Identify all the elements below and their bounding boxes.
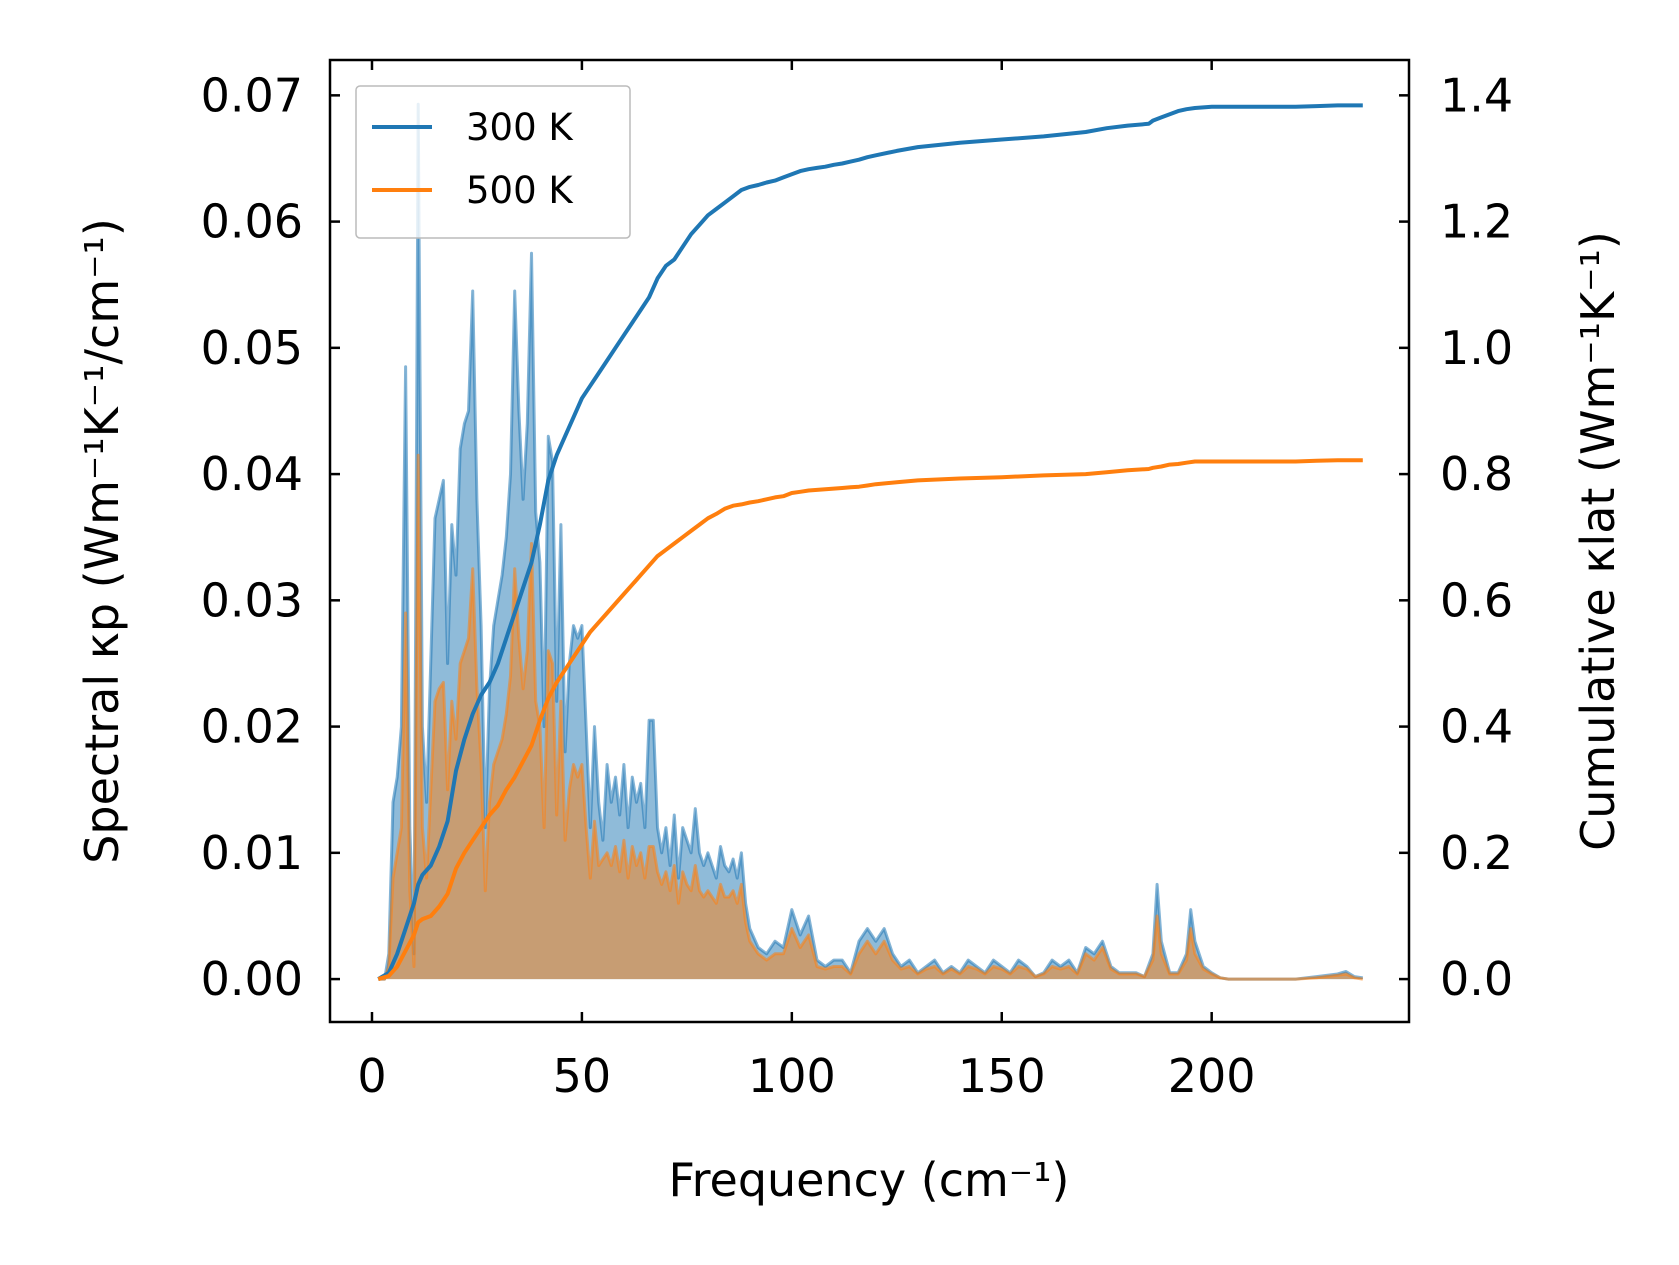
y-right-tick-label: 0.2	[1440, 826, 1513, 880]
y-left-tick-label: 0.06	[201, 195, 303, 249]
x-tick-label: 200	[1168, 1049, 1256, 1103]
cumulative-line-300k	[377, 103, 1363, 981]
legend: 300 K 500 K	[355, 85, 631, 239]
y-right-tick-label: 1.2	[1440, 195, 1513, 249]
legend-label-300k: 300 K	[466, 106, 574, 149]
spectral-line-500k	[378, 453, 1364, 981]
cumulative-line-500k	[377, 458, 1363, 982]
y-right-tick-label: 1.0	[1440, 321, 1513, 375]
y-right-tick-label: 0.4	[1440, 700, 1513, 754]
y-left-tick-label: 0.04	[201, 447, 303, 501]
y-left-tick-label: 0.02	[201, 700, 303, 754]
line-group	[377, 103, 1363, 982]
y-right-tick-label: 0.6	[1440, 573, 1513, 627]
x-tick-label: 50	[553, 1049, 612, 1103]
plot-area	[377, 102, 1364, 982]
spectral-line-300k	[378, 102, 1364, 981]
y-left-tick-label: 0.01	[201, 826, 303, 880]
y-left-axis-title: Spectral κp (Wm⁻¹K⁻¹/cm⁻¹)	[75, 218, 129, 864]
x-tick-label: 100	[748, 1049, 836, 1103]
y-left-tick-label: 0.00	[201, 952, 303, 1006]
y-right-axis-title: Cumulative κlat (Wm⁻¹K⁻¹)	[1571, 231, 1625, 851]
y-left-tick-label: 0.07	[201, 68, 303, 122]
spectral-fill-group	[378, 102, 1364, 981]
x-tick-label: 150	[958, 1049, 1046, 1103]
x-axis-title: Frequency (cm⁻¹)	[669, 1153, 1070, 1207]
y-left-tick-label: 0.03	[201, 573, 303, 627]
y-right-tick-label: 0.0	[1440, 952, 1513, 1006]
y-right-tick-label: 1.4	[1440, 68, 1513, 122]
y-left-tick-label: 0.05	[201, 321, 303, 375]
legend-label-500k: 500 K	[466, 169, 574, 212]
x-tick-label: 0	[357, 1049, 386, 1103]
plot-frame	[328, 58, 1411, 1024]
y-right-tick-label: 0.8	[1440, 447, 1513, 501]
legend-box	[355, 85, 631, 239]
tick-group: 0 50 100 150 200 0.00 0.01 0.02 0.03 0.04 0.05 0.06…	[201, 60, 1513, 1103]
